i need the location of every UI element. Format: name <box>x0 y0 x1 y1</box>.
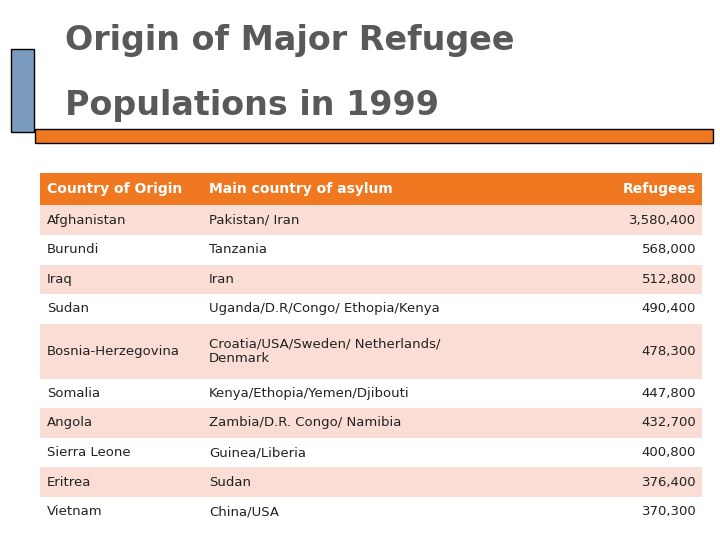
Text: Eritrea: Eritrea <box>47 476 91 489</box>
Text: Pakistan/ Iran: Pakistan/ Iran <box>209 214 300 227</box>
Text: Sudan: Sudan <box>209 476 251 489</box>
Text: 478,300: 478,300 <box>642 345 696 357</box>
Text: Kenya/Ethopia/Yemen/Djibouti: Kenya/Ethopia/Yemen/Djibouti <box>209 387 410 400</box>
Text: Burundi: Burundi <box>47 243 99 256</box>
Text: 432,700: 432,700 <box>642 416 696 429</box>
Text: Sudan: Sudan <box>47 302 89 315</box>
Text: Uganda/D.R/Congo/ Ethopia/Kenya: Uganda/D.R/Congo/ Ethopia/Kenya <box>209 302 440 315</box>
Text: Bosnia-Herzegovina: Bosnia-Herzegovina <box>47 345 180 357</box>
Text: Sierra Leone: Sierra Leone <box>47 446 130 459</box>
Text: Afghanistan: Afghanistan <box>47 214 126 227</box>
Text: 568,000: 568,000 <box>642 243 696 256</box>
Text: 376,400: 376,400 <box>642 476 696 489</box>
Text: Iran: Iran <box>209 273 235 286</box>
Text: Vietnam: Vietnam <box>47 505 102 518</box>
Text: Origin of Major Refugee: Origin of Major Refugee <box>65 24 514 57</box>
Text: Country of Origin: Country of Origin <box>47 182 182 196</box>
Text: China/USA: China/USA <box>209 505 279 518</box>
Text: Somalia: Somalia <box>47 387 100 400</box>
Text: 3,580,400: 3,580,400 <box>629 214 696 227</box>
Text: 512,800: 512,800 <box>642 273 696 286</box>
Text: Zambia/D.R. Congo/ Namibia: Zambia/D.R. Congo/ Namibia <box>209 416 402 429</box>
Text: Angola: Angola <box>47 416 93 429</box>
Text: Tanzania: Tanzania <box>209 243 267 256</box>
Text: Refugees: Refugees <box>623 182 696 196</box>
Text: 447,800: 447,800 <box>642 387 696 400</box>
Text: 370,300: 370,300 <box>642 505 696 518</box>
Text: Croatia/USA/Sweden/ Netherlands/
Denmark: Croatia/USA/Sweden/ Netherlands/ Denmark <box>209 337 441 365</box>
Text: Main country of asylum: Main country of asylum <box>209 182 393 196</box>
Text: Iraq: Iraq <box>47 273 73 286</box>
Text: Guinea/Liberia: Guinea/Liberia <box>209 446 306 459</box>
Text: Populations in 1999: Populations in 1999 <box>65 89 438 122</box>
Text: 400,800: 400,800 <box>642 446 696 459</box>
Text: 490,400: 490,400 <box>642 302 696 315</box>
